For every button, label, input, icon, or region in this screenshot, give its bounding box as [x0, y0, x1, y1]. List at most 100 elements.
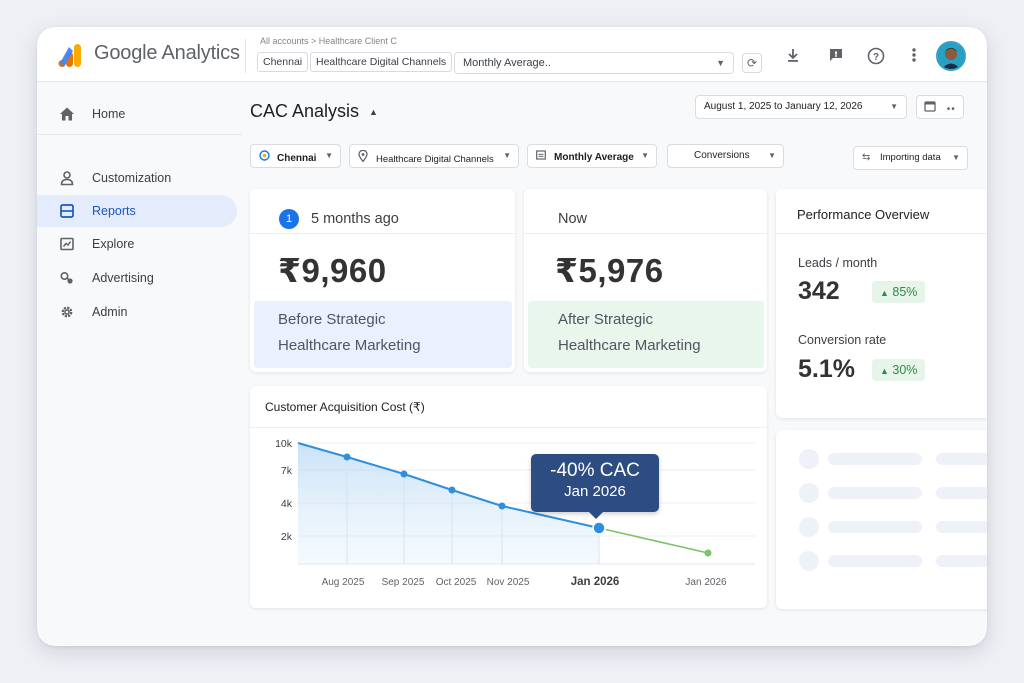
x-tick-label: Sep 2025 — [382, 577, 425, 588]
x-tick-label: Jan 2026 — [571, 576, 620, 588]
breadcrumb[interactable]: All accounts > Healthcare Client C — [260, 36, 397, 46]
sidebar-item-admin[interactable]: Admin — [37, 296, 237, 328]
skeleton-bar — [936, 555, 987, 567]
x-tick-label: Nov 2025 — [487, 577, 530, 588]
after-band-line1: After Strategic — [558, 311, 654, 328]
loading-placeholder-card — [776, 430, 987, 609]
chevron-down-icon: ▼ — [952, 153, 960, 162]
before-label: 5 months ago — [311, 211, 399, 227]
projection-line — [598, 527, 709, 554]
before-band: Before Strategic Healthcare Marketing — [254, 301, 512, 368]
top-bar: Google Analytics All accounts > Healthca… — [37, 27, 987, 82]
performance-card: Performance Overview Leads / month 342 ▲… — [776, 189, 987, 418]
gear-icon — [61, 306, 73, 318]
google-analytics-logo[interactable] — [56, 41, 84, 69]
range-select[interactable]: Monthly Average.. ▼ — [454, 52, 734, 74]
filter-metric[interactable]: Conversions ▼ — [667, 144, 784, 168]
brand-name: Google Analytics — [94, 42, 240, 64]
calendar-button[interactable]: •• — [916, 95, 964, 119]
explore-icon — [60, 237, 74, 251]
conversion-delta-value: 30% — [892, 363, 918, 377]
sidebar: Home Customization Reports Explore Adver… — [37, 83, 242, 646]
skeleton-bar — [828, 453, 922, 465]
conversion-value: 5.1% — [798, 355, 855, 383]
chart-title: Customer Acquisition Cost (₹) — [265, 400, 425, 414]
skeleton-bar — [936, 487, 987, 499]
chevron-down-icon: ▼ — [641, 151, 649, 160]
home-icon — [60, 107, 74, 121]
skeleton-bar — [936, 521, 987, 533]
skeleton-dot — [799, 449, 819, 469]
import-status-button[interactable]: ⇆ Importing data ▼ — [853, 146, 968, 170]
skeleton-bar — [828, 555, 922, 567]
tooltip-date: Jan 2026 — [564, 483, 626, 500]
sidebar-item-reports[interactable]: Reports — [37, 195, 237, 227]
conversion-delta-badge: ▲ 30% — [872, 359, 926, 381]
pin-icon — [358, 149, 370, 165]
step-badge: 1 — [279, 209, 299, 229]
tooltip-tail — [589, 512, 603, 519]
leads-value: 342 — [798, 277, 840, 305]
avatar[interactable] — [936, 41, 966, 71]
date-range-select[interactable]: August 1, 2025 to January 12, 2026 ▼ — [695, 95, 907, 119]
location-pin-icon — [259, 150, 271, 164]
sidebar-item-label: Admin — [92, 305, 128, 319]
arrow-up-icon: ▲ — [880, 366, 889, 376]
filter-channel[interactable]: Healthcare Digital Channels ▼ — [349, 144, 519, 168]
x-tick-label: Aug 2025 — [322, 577, 365, 588]
before-card: 1 5 months ago ₹9,960 Before Strategic H… — [250, 189, 515, 372]
series-line — [297, 442, 600, 529]
caret-up-icon[interactable]: ▲ — [369, 107, 378, 117]
sidebar-item-label: Advertising — [92, 271, 154, 285]
chip-channel[interactable]: Healthcare Digital Channels — [310, 52, 453, 72]
x-tick-label: Oct 2025 — [436, 577, 477, 588]
area-fill — [298, 443, 599, 564]
chip-chennai[interactable]: Chennai — [257, 52, 309, 72]
sidebar-item-explore[interactable]: Explore — [37, 228, 237, 260]
import-status-label: Importing data — [880, 152, 941, 163]
card-divider — [250, 233, 515, 234]
after-card: Now ₹5,976 After Strategic Healthcare Ma… — [524, 189, 767, 372]
more-vert-icon[interactable] — [903, 47, 925, 69]
sidebar-item-label: Reports — [92, 204, 136, 218]
help-icon[interactable]: ? — [865, 47, 887, 69]
reports-icon — [60, 204, 74, 218]
divider — [245, 39, 246, 73]
date-range-value: August 1, 2025 to January 12, 2026 — [704, 101, 863, 112]
before-band-line2: Healthcare Marketing — [278, 337, 421, 354]
after-label: Now — [558, 211, 588, 227]
card-divider — [776, 233, 987, 234]
leads-delta-badge: ▲ 85% — [872, 281, 926, 303]
import-icon: ⇆ — [862, 152, 871, 163]
sidebar-divider — [37, 134, 242, 135]
before-cac-value: ₹9,960 — [278, 252, 387, 289]
after-cac-value: ₹5,976 — [555, 252, 664, 289]
skeleton-bar — [828, 487, 922, 499]
tooltip-headline: -40% CAC — [550, 460, 640, 481]
highlight-point — [592, 521, 606, 535]
data-point — [400, 470, 408, 478]
calendar-icon — [536, 150, 548, 163]
download-icon[interactable] — [782, 47, 804, 69]
filter-location[interactable]: Chennai ▼ — [250, 144, 341, 168]
person-icon — [60, 171, 74, 186]
y-tick-label: 10k — [275, 438, 293, 450]
filter-period-value: Monthly Average — [554, 152, 634, 163]
card-divider — [524, 233, 767, 234]
filter-period[interactable]: Monthly Average ▼ — [527, 144, 657, 168]
refresh-icon[interactable]: ⟳ — [742, 53, 762, 73]
sidebar-item-home[interactable]: Home — [37, 98, 237, 130]
leads-label: Leads / month — [798, 256, 878, 270]
y-tick-label: 2k — [281, 531, 293, 543]
before-band-line1: Before Strategic — [278, 311, 386, 328]
skeleton-dot — [799, 483, 819, 503]
sidebar-item-customization[interactable]: Customization — [37, 162, 237, 194]
chevron-down-icon: ▼ — [768, 151, 776, 160]
skeleton-dot — [799, 551, 819, 571]
more-horiz-icon: •• — [946, 104, 956, 115]
sidebar-item-advertising[interactable]: Advertising — [37, 262, 237, 294]
skeleton-bar — [936, 453, 987, 465]
y-tick-label: 4k — [281, 498, 293, 510]
after-band-line2: Healthcare Marketing — [558, 337, 701, 354]
feedback-icon[interactable] — [825, 47, 847, 69]
